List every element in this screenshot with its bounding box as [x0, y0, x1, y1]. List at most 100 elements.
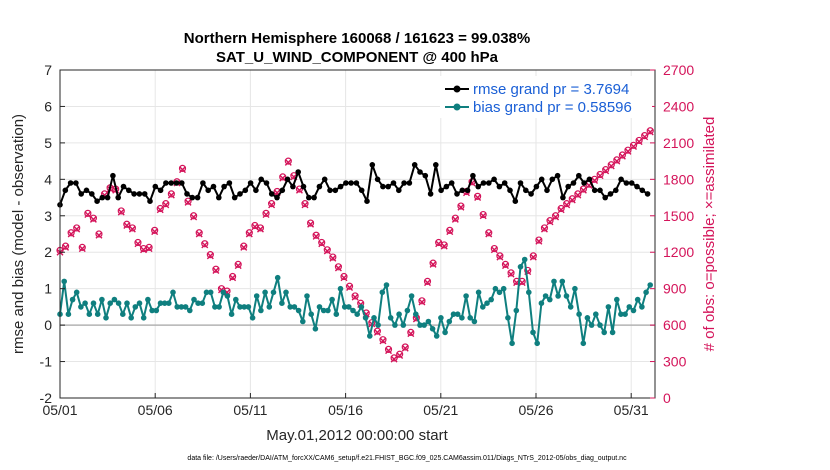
obs-assimilated-point [240, 243, 248, 251]
rmse-data-point [358, 187, 365, 194]
obs-assimilated-stroke [507, 270, 515, 278]
obs-assimilated-point [89, 215, 97, 223]
obs-possible-point [323, 246, 331, 254]
bias-data-point [450, 311, 457, 318]
bias-data-point [459, 315, 465, 321]
obs-assimilated-stroke [407, 330, 415, 338]
obs-assimilated-point [195, 230, 203, 238]
legend-bias-marker [453, 103, 461, 111]
obs-assimilated-stroke [401, 344, 409, 352]
obs-assimilated-stroke [95, 231, 103, 239]
bias-data-point [287, 304, 294, 310]
obs-possible-point [145, 243, 153, 251]
obs-assimilated-stroke [151, 228, 159, 236]
rmse-data-point [173, 180, 180, 186]
obs-assimilated-point [613, 157, 621, 165]
rmse-data-point [602, 194, 608, 201]
obs-possible-point [501, 260, 510, 268]
obs-possible-point [212, 265, 220, 273]
x-tick-label: 05/21 [423, 402, 458, 418]
legend-box [440, 76, 652, 118]
obs-assimilated-stroke [340, 274, 348, 282]
bias-data-point [333, 311, 340, 318]
obs-assimilated-point [234, 262, 242, 270]
legend-bias-label: bias grand pr = 0.58596 [473, 99, 632, 116]
bias-data-point [161, 300, 168, 307]
obs-assimilated-stroke [312, 232, 320, 240]
rmse-data-point [396, 187, 402, 194]
rmse-data-point [512, 198, 519, 204]
obs-possible-point [451, 214, 459, 222]
rmse-data-point [565, 183, 571, 190]
bias-data-point [542, 293, 549, 299]
obs-assimilated-point [340, 274, 348, 282]
rmse-data-point [120, 183, 127, 190]
obs-assimilated-stroke [529, 253, 537, 261]
rmse-data-point [523, 187, 529, 194]
rmse-data-point [464, 187, 471, 194]
legend-rmse-marker [453, 85, 461, 93]
obs-assimilated-stroke [145, 245, 153, 253]
obs-assimilated-point [485, 230, 493, 238]
bias-data-point [463, 293, 469, 299]
bias-data-point [354, 311, 361, 318]
obs-assimilated-point [351, 293, 359, 301]
rmse-data-point [284, 176, 291, 183]
obs-possible-point [329, 253, 337, 261]
bias-data-point [371, 315, 377, 321]
rmse-data-point [131, 191, 137, 197]
bias-data-point [396, 311, 402, 318]
rmse-data-point [486, 180, 492, 186]
rmse-data-point [67, 180, 74, 186]
rmse-data-point [184, 191, 190, 197]
rmse-data-point [237, 191, 243, 197]
obs-assimilated-stroke [424, 279, 432, 287]
chart-title: Northern Hemisphere 160068 / 161623 = 99… [184, 30, 530, 47]
obs-possible-point [446, 226, 454, 234]
rmse-data-point [242, 187, 249, 194]
bias-data-point [413, 311, 419, 318]
obs-assimilated-stroke [518, 279, 526, 287]
rmse-data-point [290, 183, 296, 190]
obs-possible-point [379, 336, 387, 344]
obs-possible-point [134, 238, 142, 247]
rmse-data-point [311, 194, 317, 201]
obs-assimilated-stroke [446, 228, 454, 236]
rmse-data-point [327, 187, 333, 194]
rmse-data-point [554, 172, 561, 179]
bias-data-point [145, 296, 151, 303]
obs-assimilated-point [568, 196, 576, 204]
obs-assimilated-point [646, 128, 654, 136]
y-tick-label: 2 [44, 244, 52, 260]
obs-possible-point [563, 200, 571, 208]
obs-possible-point [240, 242, 248, 250]
y-tick-label: 0 [44, 317, 52, 333]
obs-assimilated-point [630, 143, 638, 151]
obs-assimilated-stroke [128, 225, 136, 233]
obs-assimilated-point [145, 245, 153, 253]
obs-assimilated-point [67, 230, 75, 238]
rmse-data-point [544, 187, 550, 194]
bias-data-point [103, 315, 109, 321]
obs-possible-point [524, 266, 532, 275]
obs-assimilated-stroke [457, 203, 465, 211]
bias-data-point [358, 304, 365, 310]
obs-assimilated-point [446, 228, 454, 236]
rmse-data-point [634, 183, 640, 190]
obs-assimilated-stroke [479, 212, 487, 220]
obs-possible-point [190, 212, 198, 220]
bias-data-point [605, 304, 612, 310]
obs-assimilated-stroke [284, 158, 292, 166]
obs-assimilated-stroke [212, 266, 220, 274]
rmse-data-point [480, 180, 487, 186]
obs-possible-point [95, 230, 103, 238]
obs-possible-point [334, 263, 343, 271]
y2-tick-label: 2100 [663, 135, 694, 151]
obs-assimilated-point [401, 344, 409, 352]
obs-assimilated-stroke [195, 230, 203, 238]
rmse-data-point [126, 187, 132, 194]
bias-data-point [404, 307, 411, 314]
bias-data-point [647, 282, 653, 288]
obs-assimilated-point [134, 240, 142, 248]
rmse-data-point [581, 180, 587, 186]
